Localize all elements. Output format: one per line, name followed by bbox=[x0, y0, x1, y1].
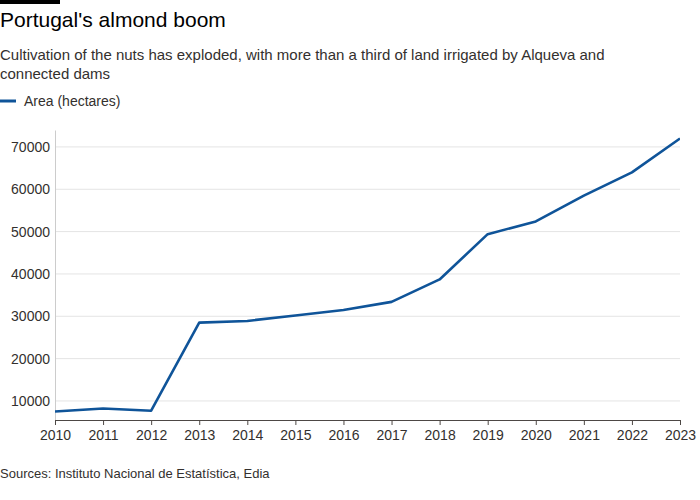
x-tick: 2019 bbox=[473, 420, 504, 443]
title: Portugal's almond boom bbox=[0, 8, 226, 31]
x-tick: 2012 bbox=[136, 420, 167, 443]
y-tick-label: 20000 bbox=[11, 351, 50, 367]
y-tick: 30000 bbox=[11, 308, 55, 324]
y-tick-label: 50000 bbox=[11, 224, 50, 240]
x-tick: 2014 bbox=[232, 420, 263, 443]
x-tick-mark bbox=[680, 420, 681, 425]
x-tick-mark bbox=[536, 420, 537, 425]
chart: Portugal's almond boom Cultivation of the… bbox=[0, 0, 700, 500]
x-tick-mark bbox=[392, 420, 393, 425]
y-tick: 50000 bbox=[11, 224, 55, 240]
x-axis-line bbox=[56, 420, 681, 421]
x-tick-mark bbox=[440, 420, 441, 425]
x-tick-mark bbox=[488, 420, 489, 425]
x-tick-label: 2011 bbox=[89, 427, 119, 443]
x-tick-label: 2023 bbox=[665, 427, 696, 443]
y-tick: 70000 bbox=[11, 139, 55, 155]
x-tick-label: 2018 bbox=[425, 427, 456, 443]
x-tick: 2018 bbox=[425, 420, 456, 443]
x-tick: 2010 bbox=[40, 420, 71, 443]
x-tick-label: 2020 bbox=[521, 427, 552, 443]
x-tick: 2020 bbox=[521, 420, 552, 443]
x-tick-mark bbox=[295, 420, 296, 425]
subtitle: Cultivation of the nuts has exploded, wi… bbox=[0, 46, 605, 82]
y-tick-label: 60000 bbox=[11, 181, 50, 197]
x-tick: 2013 bbox=[184, 420, 215, 443]
x-tick-label: 2017 bbox=[376, 427, 407, 443]
legend-swatch bbox=[0, 100, 16, 103]
plot-area bbox=[55, 138, 680, 411]
x-tick: 2011 bbox=[89, 420, 119, 443]
x-tick-label: 2014 bbox=[232, 427, 263, 443]
x-tick-label: 2022 bbox=[617, 427, 648, 443]
x-tick: 2015 bbox=[280, 420, 311, 443]
x-tick-mark bbox=[103, 420, 104, 425]
y-tick-label: 10000 bbox=[11, 393, 50, 409]
grid-line bbox=[55, 189, 680, 190]
x-tick-label: 2015 bbox=[280, 427, 311, 443]
grid-line bbox=[55, 316, 680, 317]
y-tick: 40000 bbox=[11, 266, 55, 282]
y-tick-label: 40000 bbox=[11, 266, 50, 282]
y-tick-label: 30000 bbox=[11, 308, 50, 324]
x-tick: 2022 bbox=[617, 420, 648, 443]
x-tick: 2017 bbox=[376, 420, 407, 443]
y-tick: 60000 bbox=[11, 181, 55, 197]
brand-strip bbox=[0, 0, 60, 4]
grid-line bbox=[55, 231, 680, 232]
y-tick: 20000 bbox=[11, 351, 55, 367]
data-line bbox=[55, 138, 680, 411]
y-tick-label: 70000 bbox=[11, 139, 50, 155]
x-tick: 2023 bbox=[665, 420, 696, 443]
x-tick-mark bbox=[343, 420, 344, 425]
x-tick-label: 2016 bbox=[328, 427, 359, 443]
y-axis-line bbox=[55, 131, 56, 421]
grid-line bbox=[55, 146, 680, 147]
x-tick-mark bbox=[199, 420, 200, 425]
y-tick: 10000 bbox=[11, 393, 55, 409]
grid-line bbox=[55, 358, 680, 359]
grid bbox=[55, 147, 680, 401]
legend-label: Area (hectares) bbox=[24, 93, 120, 109]
x-axis: 2010 2011 2012 2013 2014 2015 2016 2017 2018 2019… bbox=[40, 420, 696, 443]
grid-line bbox=[55, 273, 680, 274]
x-tick-mark bbox=[55, 420, 56, 425]
y-axis: 10000 20000 30000 40000 50000 60000 70000 bbox=[11, 131, 55, 421]
source: Sources: Instituto Nacional de Estatísti… bbox=[0, 466, 270, 481]
x-tick-label: 2013 bbox=[184, 427, 215, 443]
x-tick: 2021 bbox=[569, 420, 600, 443]
x-tick-mark bbox=[584, 420, 585, 425]
x-tick-mark bbox=[151, 420, 152, 425]
legend: Area (hectares) bbox=[0, 93, 120, 109]
x-tick-label: 2019 bbox=[473, 427, 504, 443]
x-tick-label: 2012 bbox=[136, 427, 167, 443]
x-tick-mark bbox=[632, 420, 633, 425]
x-tick-label: 2021 bbox=[569, 427, 600, 443]
grid-line bbox=[55, 400, 680, 401]
x-tick: 2016 bbox=[328, 420, 359, 443]
x-tick-label: 2010 bbox=[40, 427, 71, 443]
x-tick-mark bbox=[247, 420, 248, 425]
